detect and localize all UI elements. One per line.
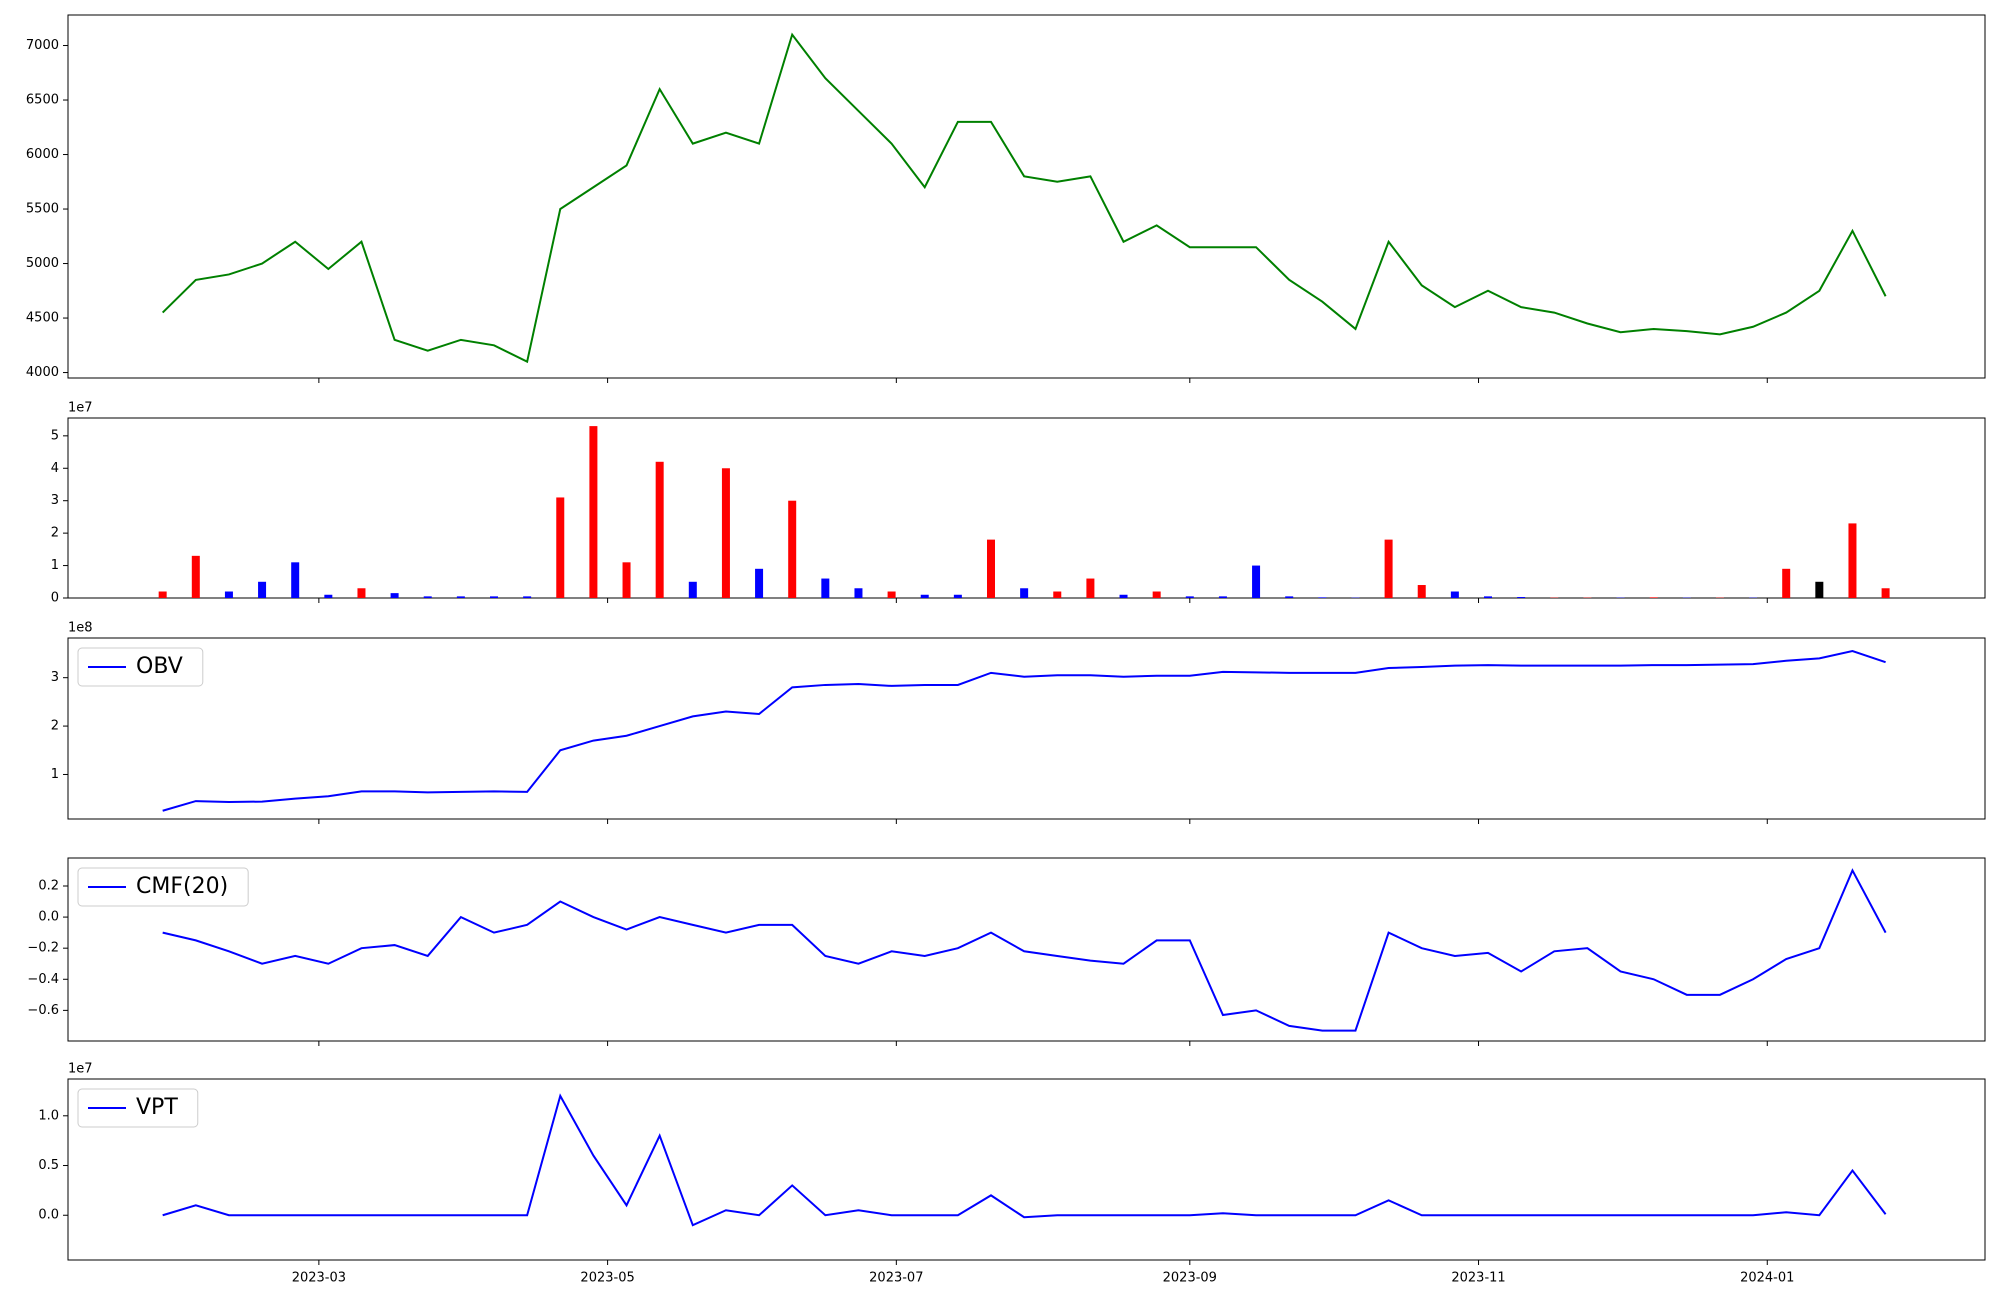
bar: [1285, 596, 1294, 598]
bar: [755, 568, 764, 598]
offset-label: 1e7: [68, 401, 93, 416]
bar: [721, 468, 730, 598]
x-tick-label: 2023-07: [869, 1271, 923, 1286]
bar: [1815, 581, 1824, 598]
bar: [1152, 591, 1161, 598]
bar: [324, 594, 333, 598]
bar: [1417, 585, 1426, 598]
y-tick-label: 3: [51, 493, 59, 508]
bar: [1881, 588, 1890, 598]
y-tick-label: 6500: [26, 93, 59, 108]
bar: [622, 562, 631, 598]
legend-box: [77, 647, 204, 687]
bar: [1384, 539, 1393, 598]
y-tick-label: 3: [51, 670, 59, 685]
bar: [291, 562, 300, 598]
bar: [1450, 591, 1459, 598]
y-tick-label: 4500: [26, 311, 59, 326]
y-tick-label: −0.2: [27, 941, 59, 956]
bar: [490, 596, 498, 598]
bar: [1517, 597, 1526, 598]
bar: [1086, 578, 1095, 598]
bar: [1185, 596, 1194, 598]
y-tick-label: 0.0: [38, 1208, 59, 1223]
y-tick-label: −0.4: [27, 972, 59, 987]
legend-text: VPT: [136, 1095, 178, 1120]
axes-frame: [67, 1078, 1986, 1261]
y-tick-label: 1: [51, 558, 59, 573]
y-tick-label: 4000: [26, 365, 59, 380]
bar: [556, 497, 565, 598]
y-tick-label: −0.6: [27, 1003, 59, 1018]
axes-frame: [67, 14, 1986, 379]
bar: [1020, 588, 1029, 598]
bar: [821, 578, 830, 598]
y-tick-label: 1: [51, 767, 59, 782]
bar: [1252, 565, 1261, 598]
y-tick-label: 5: [51, 428, 59, 443]
x-tick-label: 2023-09: [1163, 1271, 1217, 1286]
legend-box: [77, 1088, 199, 1128]
bar: [987, 539, 995, 598]
bar: [1318, 597, 1327, 598]
bar: [920, 594, 929, 598]
axes-frame: [67, 637, 1986, 820]
bar: [953, 594, 962, 598]
y-tick-label: 2: [51, 719, 59, 734]
legend-box: [77, 867, 249, 907]
axes-frame: [67, 417, 1986, 599]
x-tick-label: 2023-05: [580, 1271, 634, 1286]
x-tick-label: 2023-03: [292, 1271, 346, 1286]
offset-label: 1e7: [68, 1062, 93, 1077]
y-tick-label: 0.5: [38, 1158, 59, 1173]
bar: [1119, 594, 1128, 598]
y-tick-label: 5000: [26, 256, 59, 271]
bar: [423, 596, 432, 598]
bar: [1484, 596, 1492, 598]
x-tick-label: 2023-11: [1451, 1271, 1505, 1286]
y-tick-label: 1.0: [38, 1108, 59, 1123]
bar: [1218, 596, 1227, 598]
y-tick-label: 0.0: [38, 910, 59, 925]
bar: [456, 596, 465, 598]
bar: [887, 591, 896, 598]
bar: [357, 588, 366, 598]
y-tick-label: 2: [51, 526, 59, 541]
bar: [1782, 568, 1791, 598]
line-series: [162, 650, 1886, 812]
y-tick-label: 7000: [26, 38, 59, 53]
y-tick-label: 0.2: [38, 878, 59, 893]
legend-text: OBV: [136, 654, 183, 679]
legend-text: CMF(20): [136, 874, 228, 899]
bar: [788, 500, 797, 598]
bar: [1053, 591, 1062, 598]
bar: [655, 461, 664, 598]
line-series: [162, 1093, 1887, 1227]
bar: [523, 596, 532, 598]
offset-label: 1e8: [68, 621, 93, 636]
bar: [258, 581, 267, 598]
bar: [1848, 523, 1857, 598]
bar: [390, 593, 399, 598]
line-series: [162, 868, 1887, 1032]
line-series: [161, 32, 1887, 364]
x-tick-label: 2024-01: [1740, 1271, 1794, 1286]
y-tick-label: 0: [51, 591, 59, 606]
y-tick-label: 5500: [26, 202, 59, 217]
axes-frame: [67, 857, 1986, 1042]
y-tick-label: 4: [51, 461, 59, 476]
bar: [191, 555, 200, 598]
bar: [224, 591, 233, 598]
bar: [854, 588, 863, 598]
y-tick-label: 6000: [26, 147, 59, 162]
bar: [589, 426, 598, 598]
bar: [688, 581, 697, 598]
bar: [1649, 597, 1658, 598]
bar: [158, 591, 167, 598]
